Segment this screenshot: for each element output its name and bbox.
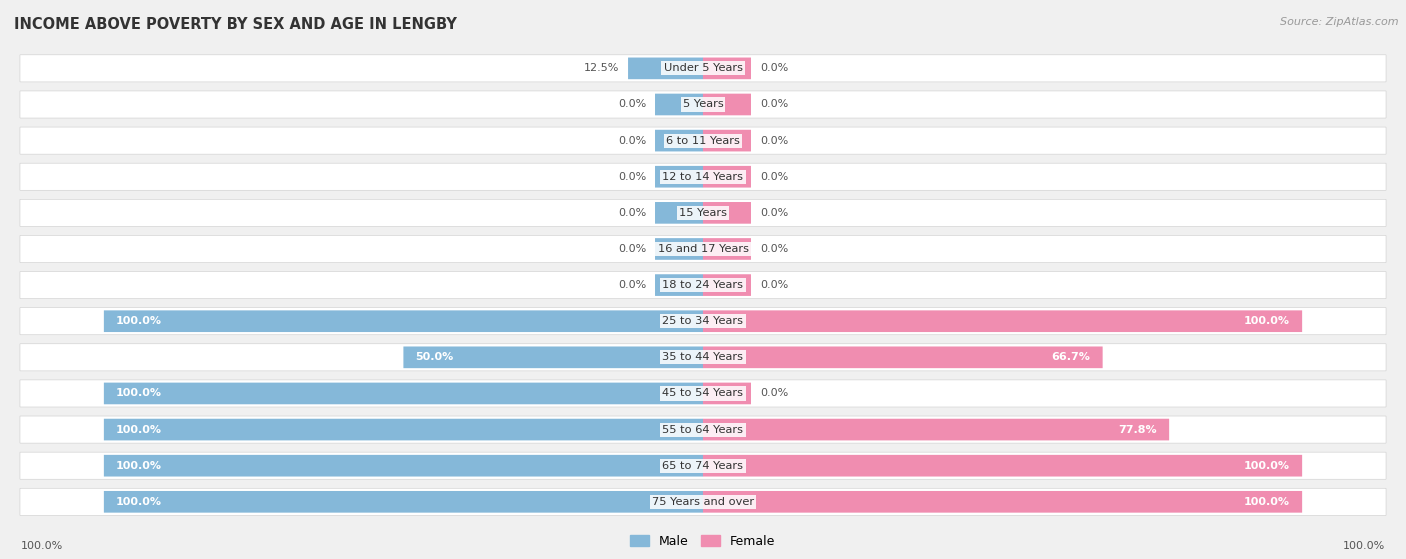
FancyBboxPatch shape xyxy=(703,274,751,296)
Text: 0.0%: 0.0% xyxy=(617,244,647,254)
FancyBboxPatch shape xyxy=(655,130,703,151)
Text: 0.0%: 0.0% xyxy=(617,172,647,182)
FancyBboxPatch shape xyxy=(628,58,703,79)
FancyBboxPatch shape xyxy=(703,347,1102,368)
FancyBboxPatch shape xyxy=(655,166,703,188)
Text: 100.0%: 100.0% xyxy=(115,316,162,326)
Text: 5 Years: 5 Years xyxy=(683,100,723,110)
FancyBboxPatch shape xyxy=(20,200,1386,226)
FancyBboxPatch shape xyxy=(655,274,703,296)
FancyBboxPatch shape xyxy=(104,419,703,440)
Text: 50.0%: 50.0% xyxy=(415,352,454,362)
Text: 15 Years: 15 Years xyxy=(679,208,727,218)
Text: 100.0%: 100.0% xyxy=(115,497,162,507)
Text: 12 to 14 Years: 12 to 14 Years xyxy=(662,172,744,182)
Text: 35 to 44 Years: 35 to 44 Years xyxy=(662,352,744,362)
FancyBboxPatch shape xyxy=(655,238,703,260)
FancyBboxPatch shape xyxy=(655,202,703,224)
Text: 0.0%: 0.0% xyxy=(759,389,789,399)
FancyBboxPatch shape xyxy=(703,310,1302,332)
Text: Under 5 Years: Under 5 Years xyxy=(664,63,742,73)
Text: 0.0%: 0.0% xyxy=(617,280,647,290)
Text: Source: ZipAtlas.com: Source: ZipAtlas.com xyxy=(1281,17,1399,27)
FancyBboxPatch shape xyxy=(20,91,1386,118)
FancyBboxPatch shape xyxy=(703,58,751,79)
Text: 66.7%: 66.7% xyxy=(1052,352,1091,362)
FancyBboxPatch shape xyxy=(104,491,703,513)
FancyBboxPatch shape xyxy=(20,163,1386,190)
Text: 0.0%: 0.0% xyxy=(617,100,647,110)
FancyBboxPatch shape xyxy=(20,55,1386,82)
FancyBboxPatch shape xyxy=(20,127,1386,154)
Text: 16 and 17 Years: 16 and 17 Years xyxy=(658,244,748,254)
Text: 100.0%: 100.0% xyxy=(115,389,162,399)
Text: 18 to 24 Years: 18 to 24 Years xyxy=(662,280,744,290)
FancyBboxPatch shape xyxy=(703,382,751,404)
FancyBboxPatch shape xyxy=(20,272,1386,299)
Text: 12.5%: 12.5% xyxy=(583,63,619,73)
Text: 65 to 74 Years: 65 to 74 Years xyxy=(662,461,744,471)
Text: 100.0%: 100.0% xyxy=(1244,316,1291,326)
FancyBboxPatch shape xyxy=(20,380,1386,407)
Text: 100.0%: 100.0% xyxy=(1343,541,1385,551)
Legend: Male, Female: Male, Female xyxy=(626,530,780,553)
FancyBboxPatch shape xyxy=(703,202,751,224)
FancyBboxPatch shape xyxy=(20,307,1386,335)
FancyBboxPatch shape xyxy=(104,310,703,332)
FancyBboxPatch shape xyxy=(703,166,751,188)
Text: 0.0%: 0.0% xyxy=(617,208,647,218)
Text: 100.0%: 100.0% xyxy=(1244,497,1291,507)
Text: 45 to 54 Years: 45 to 54 Years xyxy=(662,389,744,399)
Text: 100.0%: 100.0% xyxy=(21,541,63,551)
Text: 0.0%: 0.0% xyxy=(759,244,789,254)
FancyBboxPatch shape xyxy=(20,488,1386,515)
Text: 25 to 34 Years: 25 to 34 Years xyxy=(662,316,744,326)
FancyBboxPatch shape xyxy=(703,94,751,115)
Text: 100.0%: 100.0% xyxy=(1244,461,1291,471)
Text: INCOME ABOVE POVERTY BY SEX AND AGE IN LENGBY: INCOME ABOVE POVERTY BY SEX AND AGE IN L… xyxy=(14,17,457,32)
FancyBboxPatch shape xyxy=(703,455,1302,476)
FancyBboxPatch shape xyxy=(20,235,1386,263)
FancyBboxPatch shape xyxy=(104,455,703,476)
Text: 0.0%: 0.0% xyxy=(759,280,789,290)
Text: 0.0%: 0.0% xyxy=(759,63,789,73)
Text: 0.0%: 0.0% xyxy=(617,136,647,145)
FancyBboxPatch shape xyxy=(703,238,751,260)
Text: 6 to 11 Years: 6 to 11 Years xyxy=(666,136,740,145)
Text: 0.0%: 0.0% xyxy=(759,208,789,218)
Text: 100.0%: 100.0% xyxy=(115,425,162,434)
FancyBboxPatch shape xyxy=(104,382,703,404)
FancyBboxPatch shape xyxy=(20,416,1386,443)
FancyBboxPatch shape xyxy=(703,419,1170,440)
Text: 0.0%: 0.0% xyxy=(759,172,789,182)
FancyBboxPatch shape xyxy=(404,347,703,368)
Text: 77.8%: 77.8% xyxy=(1119,425,1157,434)
FancyBboxPatch shape xyxy=(20,344,1386,371)
Text: 55 to 64 Years: 55 to 64 Years xyxy=(662,425,744,434)
Text: 75 Years and over: 75 Years and over xyxy=(652,497,754,507)
Text: 0.0%: 0.0% xyxy=(759,136,789,145)
Text: 100.0%: 100.0% xyxy=(115,461,162,471)
FancyBboxPatch shape xyxy=(655,94,703,115)
FancyBboxPatch shape xyxy=(703,130,751,151)
FancyBboxPatch shape xyxy=(20,452,1386,479)
FancyBboxPatch shape xyxy=(703,491,1302,513)
Text: 0.0%: 0.0% xyxy=(759,100,789,110)
